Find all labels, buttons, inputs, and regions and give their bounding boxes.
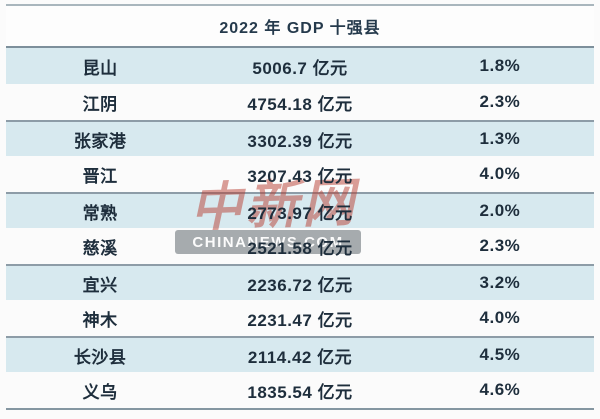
- county-cell: 张家港: [73, 131, 127, 151]
- county-cell: 义乌: [82, 382, 118, 402]
- county-cell: 昆山: [82, 58, 118, 78]
- growth-cell: 4.5%: [479, 345, 521, 364]
- table-row: 长沙县 2114.42 亿元 4.5%: [6, 336, 594, 372]
- growth-cell: 2.3%: [479, 236, 521, 255]
- table-row: 神木 2231.47 亿元 4.0%: [6, 300, 594, 336]
- gdp-cell: 2114.42 亿元: [247, 347, 353, 367]
- gdp-cell: 5006.7 亿元: [252, 58, 348, 78]
- county-cell: 长沙县: [73, 347, 127, 367]
- table-header-row: 2022 年 GDP 十强县: [6, 6, 594, 48]
- gdp-cell: 2231.47 亿元: [247, 310, 353, 330]
- gdp-cell: 3302.39 亿元: [247, 131, 353, 151]
- growth-cell: 3.2%: [479, 273, 521, 292]
- gdp-cell: 2236.72 亿元: [247, 275, 353, 295]
- county-cell: 神木: [82, 310, 118, 330]
- county-cell: 宜兴: [82, 275, 118, 295]
- gdp-cell: 4754.18 亿元: [247, 94, 353, 114]
- gdp-cell: 2521.58 亿元: [247, 238, 353, 258]
- gdp-cell: 3207.43 亿元: [247, 166, 353, 186]
- growth-cell: 1.8%: [479, 56, 521, 75]
- table-row: 江阴 4754.18 亿元 2.3%: [6, 84, 594, 120]
- growth-cell: 4.0%: [479, 308, 521, 327]
- table-title: 2022 年 GDP 十强县: [219, 20, 381, 37]
- growth-cell: 2.0%: [479, 201, 521, 220]
- table-row: 宜兴 2236.72 亿元 3.2%: [6, 264, 594, 300]
- growth-cell: 4.6%: [479, 380, 521, 399]
- gdp-cell: 1835.54 亿元: [247, 382, 353, 402]
- table-row: 晋江 3207.43 亿元 4.0%: [6, 156, 594, 192]
- table-row: 义乌 1835.54 亿元 4.6%: [6, 372, 594, 408]
- county-cell: 常熟: [82, 203, 118, 223]
- gdp-cell: 2773.97 亿元: [247, 203, 353, 223]
- growth-cell: 4.0%: [479, 164, 521, 183]
- gdp-table: 中新网 CHINANEWS.COM 2022 年 GDP 十强县 昆山 5006…: [6, 4, 594, 410]
- table-row: 张家港 3302.39 亿元 1.3%: [6, 120, 594, 156]
- growth-cell: 1.3%: [479, 129, 521, 148]
- county-cell: 慈溪: [82, 238, 118, 258]
- county-cell: 晋江: [82, 166, 118, 186]
- county-cell: 江阴: [82, 94, 118, 114]
- table-row: 常熟 2773.97 亿元 2.0%: [6, 192, 594, 228]
- table-body: 昆山 5006.7 亿元 1.8% 江阴 4754.18 亿元 2.3% 张家港…: [6, 48, 594, 408]
- table-row: 慈溪 2521.58 亿元 2.3%: [6, 228, 594, 264]
- growth-cell: 2.3%: [479, 92, 521, 111]
- table-row: 昆山 5006.7 亿元 1.8%: [6, 48, 594, 84]
